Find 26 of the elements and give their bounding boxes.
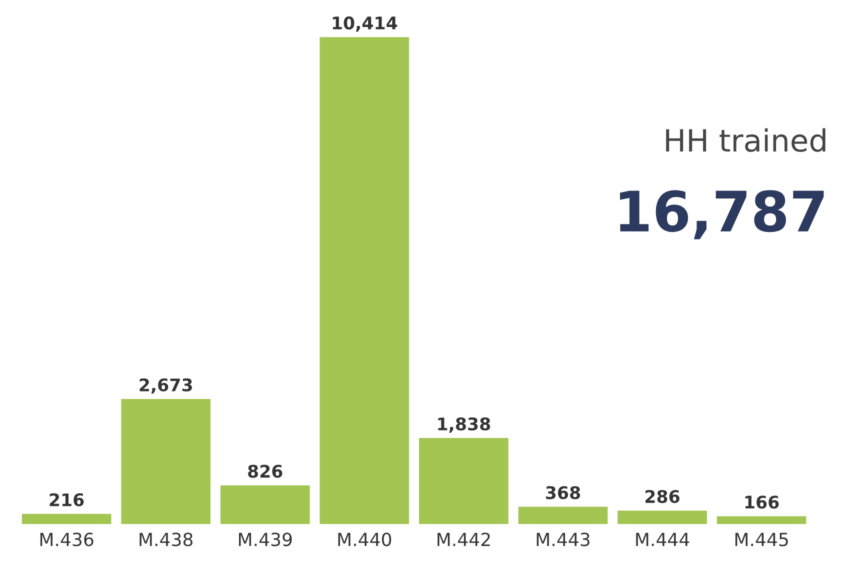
data-label: 10,414	[332, 16, 398, 32]
x-tick-label: M.438	[140, 532, 192, 546]
x-tick-label: M.439	[239, 532, 292, 546]
data-label: 1,838	[438, 417, 490, 433]
data-label: 2,673	[140, 378, 192, 394]
data-label: 826	[248, 464, 282, 478]
bar	[220, 485, 310, 524]
bar	[518, 506, 608, 524]
x-tick-label: M.444	[636, 532, 690, 546]
x-tick-label: M.436	[40, 532, 94, 546]
annotation: 16,787	[620, 190, 824, 240]
bar	[618, 510, 707, 524]
annotation: HH trained	[666, 128, 826, 152]
data-label: 166	[745, 496, 779, 509]
bar	[22, 514, 112, 524]
x-tick-label: M.445	[735, 532, 788, 546]
data-label: 216	[50, 493, 84, 506]
x-tick-label: M.442	[438, 532, 490, 546]
x-tick-label: M.440	[338, 532, 392, 546]
bar	[716, 516, 806, 524]
data-label: 368	[546, 486, 580, 500]
bar	[121, 399, 211, 524]
bar	[419, 438, 508, 524]
x-tick-label: M.443	[536, 532, 590, 546]
bar	[320, 37, 410, 524]
data-label: 286	[646, 490, 680, 504]
